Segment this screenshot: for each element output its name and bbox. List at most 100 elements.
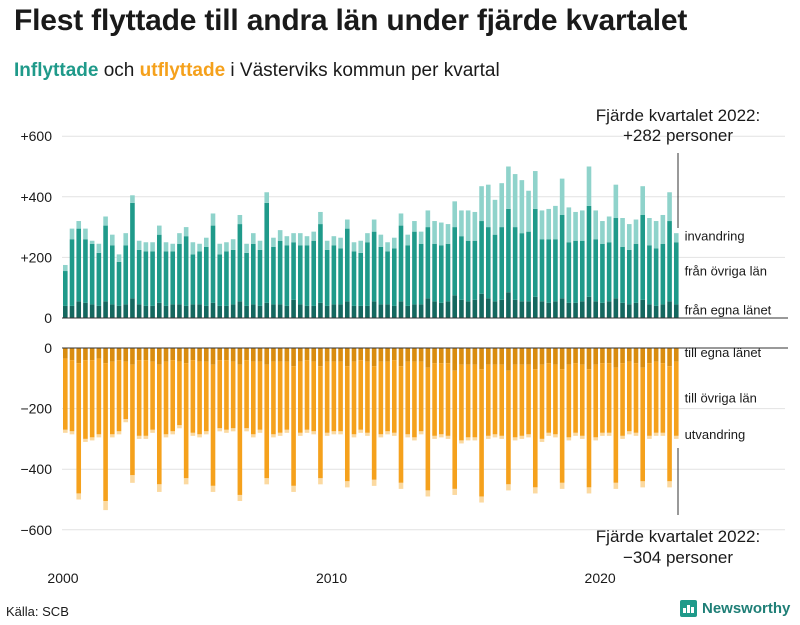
bar-in-top: [163, 242, 169, 252]
bar-out-ovriga: [573, 363, 578, 433]
bar-out-top: [230, 428, 236, 432]
bar-in-top: [667, 192, 672, 222]
bar-out-egna: [116, 348, 122, 361]
bar-in-top: [586, 166, 592, 206]
bar-in-egna: [324, 305, 330, 318]
bar-out-egna: [183, 348, 189, 364]
bar-in-egna: [76, 301, 82, 318]
bar-out-ovriga: [324, 361, 330, 433]
bar-out-ovriga: [593, 364, 599, 438]
bar-out-egna: [600, 348, 605, 364]
bar-in-top: [506, 166, 511, 209]
bar-out-egna: [103, 348, 108, 364]
bar-in-ovriga: [425, 227, 431, 299]
y-tick-label-bottom: −600: [20, 522, 52, 538]
bar-in-egna: [519, 301, 525, 318]
bar-out-egna: [418, 348, 424, 362]
bar-in-ovriga: [512, 227, 518, 300]
bar-in-egna: [586, 296, 592, 318]
bar-in-ovriga: [297, 245, 303, 305]
bar-out-ovriga: [150, 361, 155, 430]
bar-out-egna: [96, 348, 102, 359]
bar-out-top: [553, 434, 558, 438]
bar-out-top: [109, 434, 115, 438]
bar-out-top: [331, 431, 337, 435]
bar-in-ovriga: [633, 243, 639, 303]
bar-out-top: [177, 425, 182, 429]
bar-out-egna: [673, 348, 679, 362]
bar-out-egna: [63, 348, 68, 359]
bar-in-top: [559, 178, 565, 215]
bar-in-top: [365, 233, 370, 243]
bar-out-egna: [237, 348, 243, 365]
bar-in-top: [324, 240, 330, 250]
bar-in-egna: [297, 304, 303, 318]
bar-in-egna: [136, 304, 142, 318]
subtitle-connector: och: [98, 60, 140, 81]
bar-in-top: [103, 216, 108, 226]
bar-in-ovriga: [351, 251, 357, 306]
bar-in-egna: [432, 301, 437, 318]
bar-out-top: [63, 429, 68, 433]
bar-out-top: [89, 437, 95, 441]
brand-logo[interactable]: Newsworthy: [680, 600, 790, 617]
bar-in-egna: [130, 298, 135, 318]
bar-in-egna: [237, 301, 243, 318]
bar-out-ovriga: [69, 360, 75, 432]
bar-out-egna: [365, 348, 370, 362]
bar-in-egna: [150, 305, 155, 318]
bar-out-top: [365, 432, 370, 436]
bar-out-ovriga: [197, 361, 202, 435]
bar-out-top: [358, 429, 364, 433]
bar-in-ovriga: [579, 240, 585, 302]
chart-title: Flest flyttade till andra län under fjär…: [14, 4, 688, 37]
bar-in-egna: [566, 302, 572, 318]
bar-in-egna: [304, 305, 310, 318]
bar-out-top: [277, 432, 283, 436]
bar-out-top: [506, 484, 511, 491]
bar-out-top: [264, 478, 270, 485]
subtitle-out-word: utflyttade: [139, 60, 226, 81]
bar-in-top: [432, 221, 437, 244]
bar-in-ovriga: [593, 239, 599, 302]
bar-in-egna: [190, 304, 196, 318]
bar-in-top: [391, 237, 397, 249]
subtitle-rest: i Västerviks kommun per kvartal: [225, 60, 500, 81]
bar-in-ovriga: [304, 245, 310, 306]
bar-out-egna: [150, 348, 155, 362]
bar-in-ovriga: [96, 252, 102, 306]
bar-in-ovriga: [136, 249, 142, 305]
bar-in-ovriga: [116, 261, 122, 306]
bar-in-egna: [338, 304, 343, 318]
bar-out-ovriga: [224, 360, 229, 430]
bar-out-top: [546, 432, 552, 436]
bar-out-ovriga: [257, 361, 263, 430]
bar-out-ovriga: [371, 366, 377, 480]
bar-in-top: [284, 236, 290, 246]
bar-out-top: [351, 434, 357, 438]
bar-in-ovriga: [331, 245, 337, 305]
bar-in-egna: [83, 302, 88, 318]
bar-in-top: [579, 210, 585, 241]
bar-in-top: [485, 184, 491, 228]
bar-out-egna: [297, 348, 303, 362]
bar-in-egna: [391, 305, 397, 318]
bar-in-egna: [593, 301, 599, 318]
bar-out-egna: [485, 348, 491, 365]
bar-out-top: [271, 434, 276, 438]
bar-in-top: [257, 240, 263, 250]
bar-in-egna: [418, 304, 424, 318]
bar-out-ovriga: [284, 361, 290, 430]
bar-in-top: [291, 233, 296, 243]
bar-out-top: [620, 435, 625, 439]
bar-in-egna: [499, 299, 505, 318]
bar-out-top: [324, 432, 330, 436]
bar-out-ovriga: [553, 364, 558, 435]
bar-out-ovriga: [465, 364, 471, 438]
bar-in-egna: [163, 305, 169, 318]
bar-in-top: [566, 207, 572, 243]
bar-in-top: [539, 210, 545, 240]
bar-out-egna: [539, 348, 545, 365]
bar-out-ovriga: [63, 358, 68, 430]
bar-out-egna: [244, 348, 249, 361]
